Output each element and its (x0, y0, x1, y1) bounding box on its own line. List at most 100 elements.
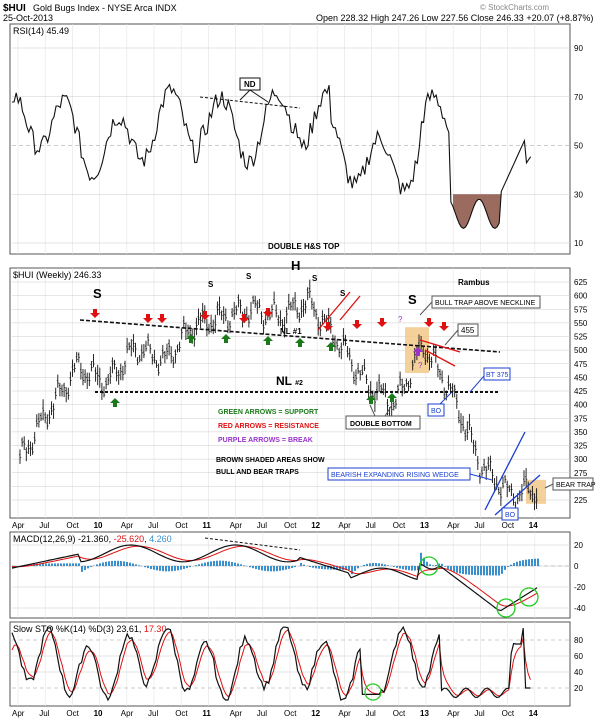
macd-hist-bar (279, 566, 281, 571)
y-tick-label: 450 (574, 373, 588, 382)
bt375-box (483, 367, 511, 381)
small-s-3: S (312, 274, 318, 283)
red-trendline-2 (339, 295, 361, 321)
macd-hist-bar (42, 563, 44, 566)
bo2-box (501, 507, 519, 521)
x-tick-label: 13 (420, 521, 429, 530)
x-tick-label: Apr (338, 521, 351, 530)
macd-hist-bar (423, 557, 425, 566)
x-tick-label: Apr (447, 521, 460, 530)
macd-hist-bar (102, 562, 104, 566)
macd-hist-bar (168, 566, 170, 572)
macd-hist-bar (165, 566, 167, 572)
macd-hist-bar (291, 566, 293, 569)
macd-hist-bar (537, 558, 539, 566)
macd-hist-bar (300, 562, 302, 566)
macd-hist-bar (96, 564, 98, 566)
resistance-arrow (143, 314, 153, 323)
x-tick-label: 10 (94, 521, 103, 530)
macd-hist-bar (393, 566, 395, 567)
macd-hist-bar (405, 566, 407, 570)
macd-hist-bar (144, 566, 146, 568)
macd-hist-bar (198, 564, 200, 566)
y-tick-label: 50 (574, 142, 583, 151)
sto-label: Slow STO %K(14) %D(3) 23.61, 17.30 (13, 624, 166, 634)
y-tick-label: 0 (574, 562, 579, 571)
macd-hist-bar (303, 564, 305, 566)
macd-hist-bar (507, 566, 509, 567)
macd-hist-bar (495, 566, 497, 576)
x-tick-label: Apr (230, 709, 243, 718)
macd-hist-bar (135, 564, 137, 566)
macd-hist-bar (120, 561, 122, 566)
watermark: © StockCharts.com (480, 3, 549, 12)
small-s-4: S (340, 289, 346, 298)
db-pointer-2 (384, 404, 393, 417)
sto-k-line (11, 625, 531, 702)
y-tick-label: 30 (574, 190, 583, 199)
macd-hist-bar (396, 566, 398, 568)
macd-hist-bar (501, 566, 503, 574)
nd-pointer (239, 89, 251, 101)
y-tick-label: -20 (574, 583, 586, 592)
macd-hist-bar (534, 558, 536, 566)
resistance-arrow (323, 322, 333, 331)
macd-line (11, 544, 538, 612)
resistance-arrow (263, 308, 273, 317)
red-trendline-4 (424, 349, 456, 367)
macd-hist-bar (354, 566, 356, 571)
macd-hist-bar (123, 561, 125, 566)
macd-hist-bar (411, 566, 413, 571)
x-tick-label: 12 (311, 709, 320, 718)
resistance-arrow (157, 314, 167, 323)
macd-hist-bar (441, 563, 443, 566)
macd-hist-bar (453, 566, 455, 572)
macd-hist-bar (267, 566, 269, 572)
resistance-arrow (424, 318, 434, 327)
nl2-label: NL #2 (276, 374, 303, 388)
bo1-pointer (439, 391, 453, 405)
x-tick-label: Apr (121, 709, 134, 718)
nd-label: ND (244, 80, 256, 89)
x-tick-label: Oct (175, 709, 188, 718)
macd-hist-bar (324, 566, 326, 570)
macd-hist-bar (63, 563, 65, 566)
macd-hist-bar (39, 563, 41, 566)
x-tick-label: Jul (474, 709, 484, 718)
macd-hist-bar (288, 566, 290, 569)
macd-hist-bar (309, 566, 311, 568)
macd-hist-bar (129, 562, 131, 566)
break-arrow (413, 347, 423, 356)
bt375-pointer (469, 375, 485, 393)
bull-trap-label: BULL TRAP ABOVE NECKLINE (435, 300, 536, 307)
macd-hist-bar (351, 566, 353, 575)
db-pointer-1 (369, 404, 376, 417)
macd-hist-bar (108, 561, 110, 566)
macd-hist-bar (474, 566, 476, 576)
y-tick-label: 350 (574, 428, 588, 437)
x-tick-label: 13 (420, 709, 429, 718)
y-tick-label: 80 (574, 636, 583, 645)
macd-hist-bar (366, 563, 368, 566)
support-arrow (186, 334, 196, 343)
red-trendline-3 (419, 339, 461, 353)
y-tick-label: 40 (574, 668, 583, 677)
x-tick-label: 14 (529, 521, 538, 530)
macd-hist-bar (12, 566, 14, 569)
bt375-label: BT 375 (486, 372, 509, 379)
macd-hist-bar (216, 560, 218, 566)
rsi-divergence-line (199, 96, 301, 109)
macd-hist-bar (384, 564, 386, 566)
small-s-1: S (208, 280, 214, 289)
macd-hist-bar (231, 561, 233, 566)
macd-hist-bar (75, 563, 77, 566)
macd-hist-bar (294, 566, 296, 568)
macd-hist-bar (207, 561, 209, 566)
macd-hist-bar (177, 566, 179, 571)
macd-hist-bar (387, 565, 389, 566)
macd-hist-bar (153, 566, 155, 570)
macd-hist-bar (348, 566, 350, 570)
bear-trap-label: BEAR TRAP (556, 482, 596, 489)
macd-circle-1 (419, 556, 439, 576)
